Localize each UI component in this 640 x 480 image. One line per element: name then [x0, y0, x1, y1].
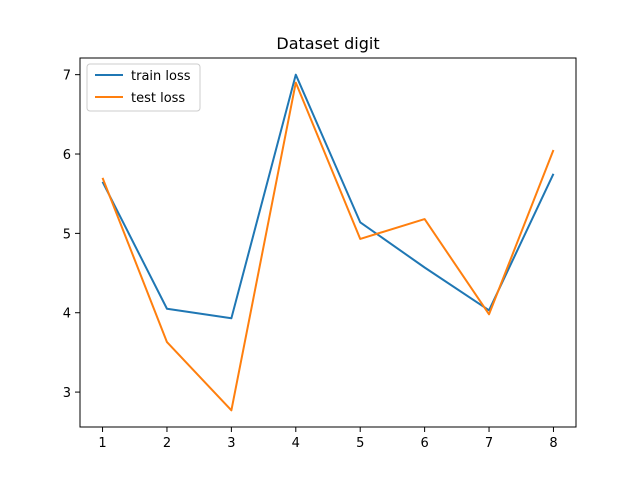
x-tick-label: 6: [420, 436, 428, 451]
x-tick-label: 4: [292, 436, 300, 451]
y-tick-label: 6: [63, 148, 71, 163]
x-tick-label: 7: [485, 436, 493, 451]
legend-label-test-loss: test loss: [131, 91, 185, 106]
legend-label-train-loss: train loss: [131, 69, 191, 84]
x-tick-label: 5: [356, 436, 364, 451]
x-axis: 1 2 3 4 5 6 7 8: [98, 427, 558, 451]
plot-frame: [79, 57, 577, 428]
y-tick-label: 4: [63, 307, 71, 322]
series-layer: [101, 73, 555, 412]
y-tick-label: 7: [63, 69, 71, 84]
x-tick-label: 1: [98, 436, 106, 451]
x-tick-label: 2: [163, 436, 171, 451]
x-tick-label: 8: [549, 436, 557, 451]
y-tick-label: 3: [63, 386, 71, 401]
x-tick-label: 3: [227, 436, 235, 451]
plot-area: [80, 58, 576, 427]
y-axis: 3 4 5 6 7: [63, 69, 80, 401]
series-line-test-loss: [101, 81, 555, 412]
chart-title: Dataset digit: [276, 34, 379, 53]
legend: train loss test loss: [86, 63, 201, 112]
y-tick-label: 5: [63, 227, 71, 242]
series-line-train-loss: [101, 73, 555, 320]
